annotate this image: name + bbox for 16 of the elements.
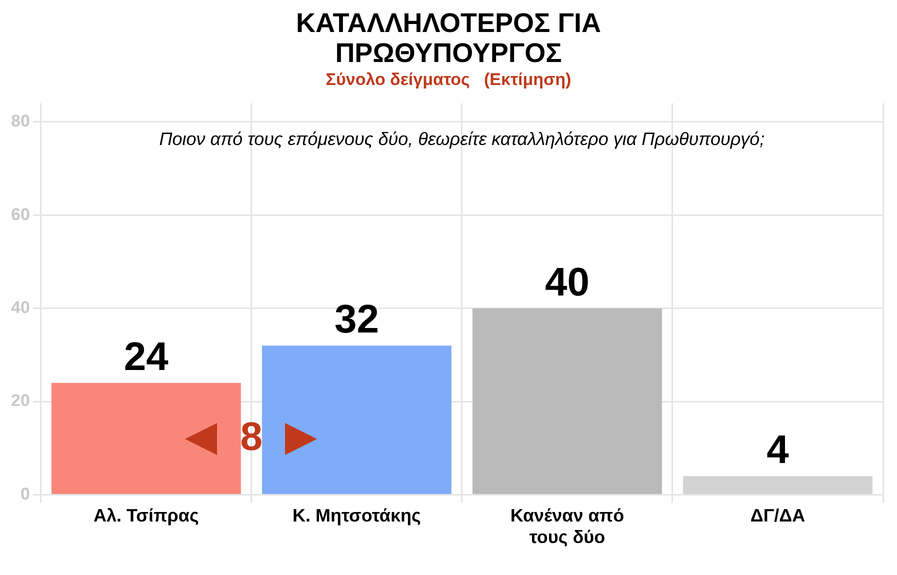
annotation: 8	[240, 414, 263, 459]
bar	[51, 382, 241, 494]
chart-subtitle: Σύνολο δείγματος (Εκτίμηση)	[324, 70, 572, 90]
bar	[262, 346, 452, 494]
data-label: 4	[766, 428, 790, 472]
bar	[683, 476, 872, 494]
x-tick-label: Αλ. Τσίπρας	[94, 506, 199, 526]
bar	[472, 308, 662, 494]
data-label: 32	[334, 298, 379, 342]
x-tick-label: ΔΓ/ΔΑ	[750, 506, 806, 526]
x-tick-label: Κανέναν από τους δύο	[510, 506, 624, 548]
x-tick-label: Κ. Μητσοτάκης	[292, 506, 421, 526]
annotation: Ποιον από τους επόμενους δύο, θεωρείτε καταλληλότερο για Πρωθυπουργό;	[159, 128, 765, 149]
data-label: 24	[124, 334, 170, 379]
data-label: 40	[544, 260, 590, 304]
chart-title: ΚΑΤΑΛΛΗΛΟΤΕΡΟΣ ΓΙΑ ΠΡΩΘΥΠΟΥΡΓΟΣ	[295, 8, 602, 68]
